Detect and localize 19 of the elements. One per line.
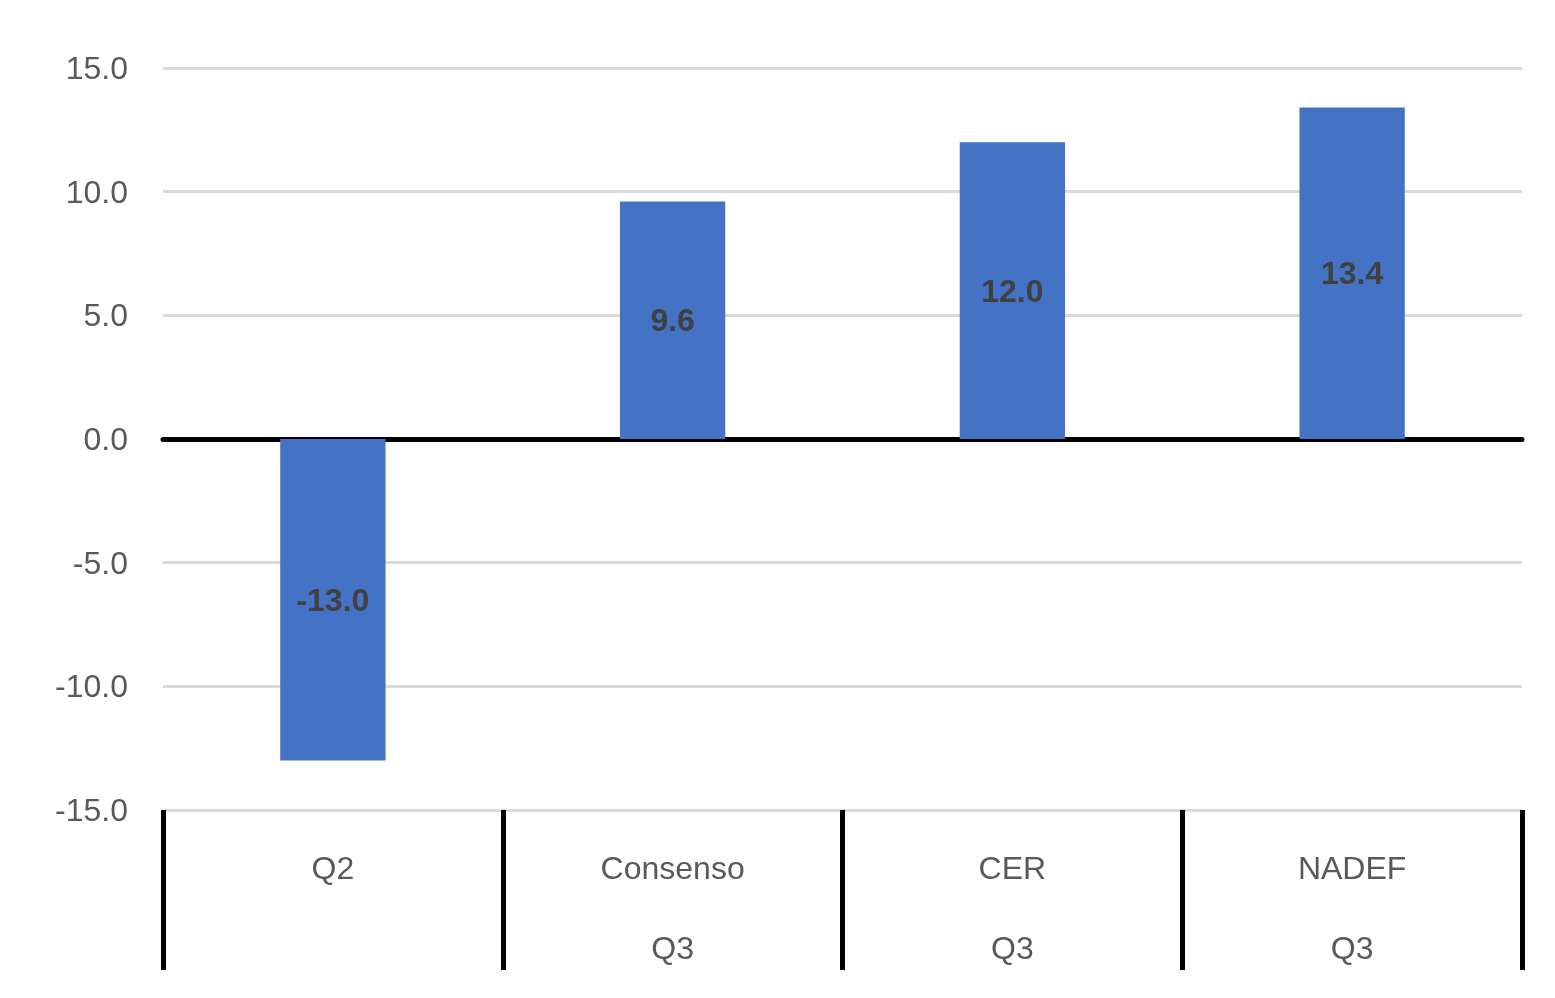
y-tick-label: -15.0 [55, 792, 128, 828]
y-tick-label: 10.0 [65, 173, 128, 210]
y-tick-label: -5.0 [72, 544, 128, 581]
x-tick-label: Q2 [311, 850, 355, 886]
category-label: NADEF Q3 [1297, 850, 1407, 966]
y-tick-label: -10.0 [55, 668, 128, 705]
data-label: 12.0 [981, 272, 1044, 309]
data-label: 9.6 [650, 302, 695, 339]
data-label: 13.4 [1320, 255, 1384, 292]
bar [959, 142, 1066, 439]
data-label: -13.0 [296, 581, 370, 618]
category-label: CER Q3 [978, 850, 1047, 966]
y-tick-label: 15.0 [65, 50, 128, 86]
y-tick-label: 0.0 [83, 421, 128, 457]
bar [280, 439, 386, 761]
y-tick-label: 5.0 [83, 297, 128, 334]
bar [619, 201, 726, 439]
bar [1299, 107, 1405, 439]
category-label: Consenso Q3 [600, 850, 745, 966]
